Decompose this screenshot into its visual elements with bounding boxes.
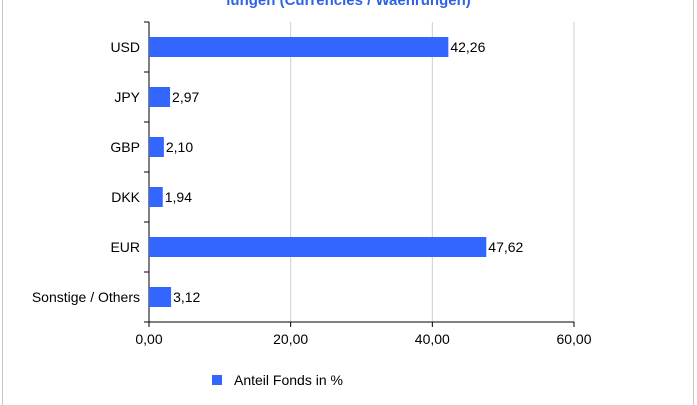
bar-usd (149, 37, 449, 57)
bar-jpy (149, 87, 171, 107)
value-label: 47,62 (488, 239, 523, 255)
value-label: 1,94 (165, 189, 192, 205)
y-category-label: Sonstige / Others (32, 289, 140, 305)
bar-eur (149, 237, 487, 257)
x-tick-label: 60,00 (556, 331, 591, 347)
chart-frame-right-border (693, 0, 694, 405)
legend-swatch-icon (212, 375, 222, 385)
value-label: 42,26 (450, 39, 485, 55)
value-label: 2,97 (172, 89, 199, 105)
x-tick-label: 20,00 (273, 331, 308, 347)
legend-label: Anteil Fonds in % (234, 372, 343, 388)
y-category-label: USD (110, 39, 140, 55)
chart-title-fragment: lungen (Currencies / Waehrungen) (226, 0, 471, 9)
value-label: 3,12 (173, 289, 200, 305)
chart-frame-left-border (2, 0, 3, 405)
chart-legend: Anteil Fonds in % (212, 371, 343, 389)
bar-dkk (149, 187, 163, 207)
y-category-label: EUR (110, 239, 140, 255)
x-tick-label: 0,00 (135, 331, 162, 347)
y-category-label: GBP (110, 139, 140, 155)
y-category-label: JPY (114, 89, 140, 105)
y-category-label: DKK (111, 189, 140, 205)
x-tick-label: 40,00 (415, 331, 450, 347)
bar-sonstige-others (149, 287, 172, 307)
value-label: 2,10 (166, 139, 193, 155)
bar-gbp (149, 137, 164, 157)
